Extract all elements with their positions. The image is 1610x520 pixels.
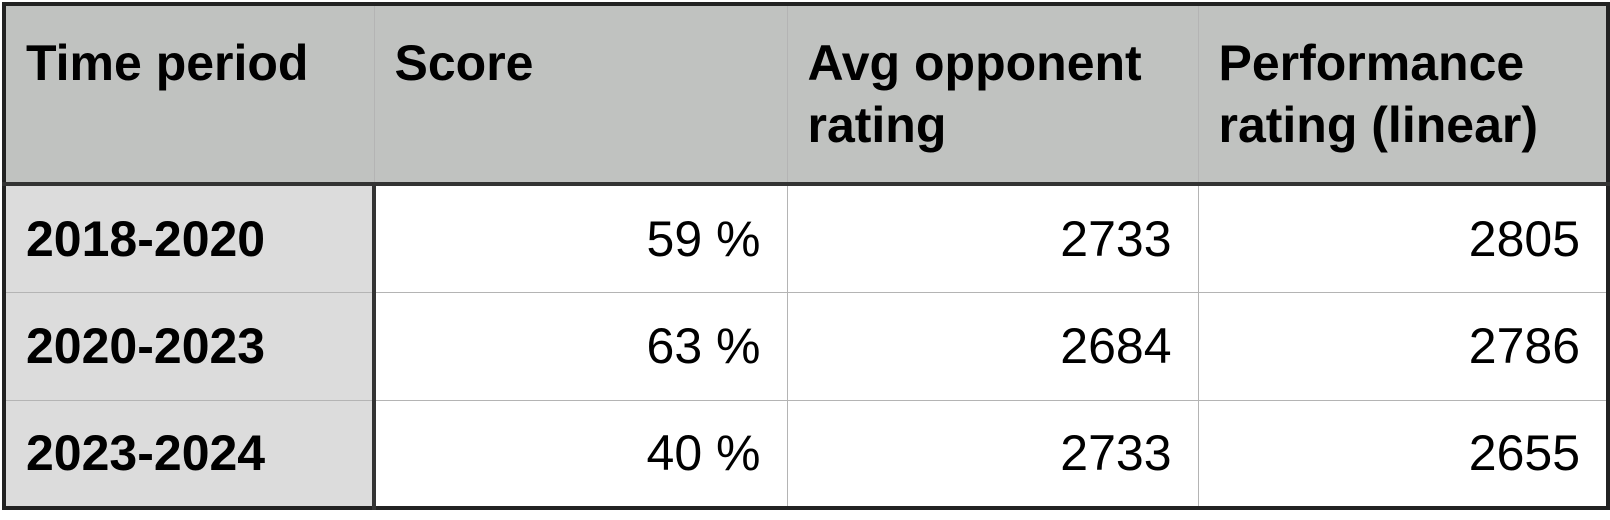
table-cell: 2805 — [1197, 183, 1609, 293]
table-row: 2018-2020 59 % 2733 2805 — [3, 183, 1609, 293]
table-cell: 2733 — [786, 399, 1199, 509]
header-cell: Performance rating (linear) — [1197, 3, 1609, 186]
table-cell: 2684 — [786, 291, 1199, 401]
table-body: 2018-2020 59 % 2733 2805 2020-2023 63 % 2684 27… — [3, 183, 1609, 509]
table-cell: 2655 — [1197, 399, 1609, 509]
row-label: 2018-2020 — [3, 183, 376, 293]
table-row: 2020-2023 63 % 2684 2786 — [3, 291, 1609, 401]
row-label: 2020-2023 — [3, 291, 376, 401]
table-cell: 2786 — [1197, 291, 1609, 401]
header-cell: Time period — [3, 3, 375, 186]
table-cell: 59 % — [373, 183, 788, 293]
data-table: Time period Score Avg opponent rating Perfo… — [2, 2, 1610, 510]
header-row: Time period Score Avg opponent rating Perfo… — [3, 3, 1609, 186]
table-cell: 40 % — [373, 399, 788, 509]
table-row: 2023-2024 40 % 2733 2655 — [3, 399, 1609, 509]
row-label: 2023-2024 — [3, 399, 376, 509]
header-cell: Avg opponent rating — [786, 3, 1199, 186]
table-cell: 2733 — [786, 183, 1199, 293]
table-cell: 63 % — [373, 291, 788, 401]
header-cell: Score — [373, 3, 788, 186]
